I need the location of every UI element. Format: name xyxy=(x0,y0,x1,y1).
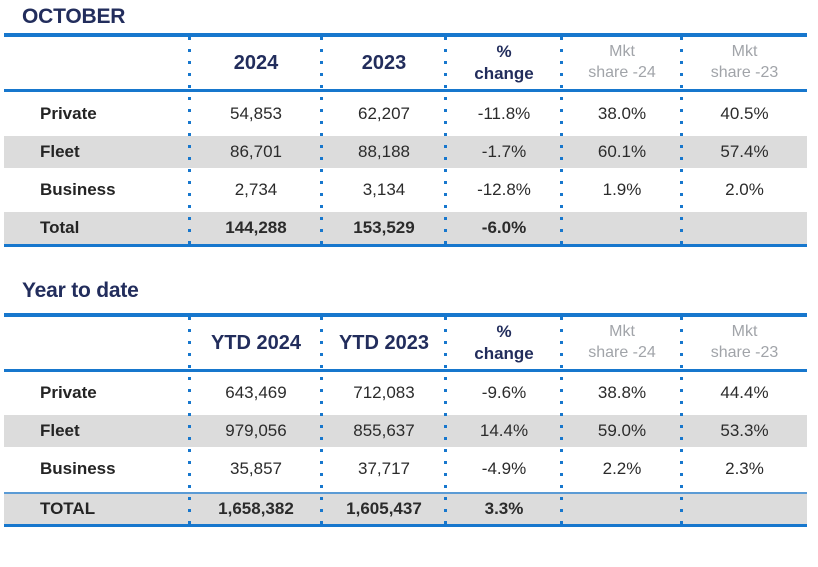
table-row-total: TOTAL 1,658,382 1,605,437 3.3% xyxy=(4,492,807,524)
year-to-date-table: YTD 2024 YTD 2023 % change Mkt share -24… xyxy=(4,313,807,527)
cell-2024: 144,288 xyxy=(225,217,287,237)
dotted-column-separator xyxy=(444,317,447,524)
cell-2023: 62,207 xyxy=(358,103,410,123)
cell-pct-change: -12.8% xyxy=(477,179,531,199)
cell-pct-change: -4.9% xyxy=(481,459,527,479)
cell-pct-change: -9.6% xyxy=(481,383,527,403)
column-header-2024: 2024 xyxy=(233,52,279,74)
cell-mkt-share-23: 57.4% xyxy=(720,141,769,161)
cell-mkt-share-24: 59.0% xyxy=(597,420,647,440)
table-row-fleet: Fleet 86,701 88,188 -1.7% 60.1% 57.4% xyxy=(4,136,807,168)
cell-ytd-2024: 979,056 xyxy=(225,420,287,440)
section-title-year-to-date: Year to date xyxy=(22,279,139,302)
cell-ytd-2024: 1,658,382 xyxy=(218,498,294,518)
column-header-pct-change: % change xyxy=(474,321,534,363)
row-label: Total xyxy=(40,217,80,237)
column-header-mkt-share-23: Mkt share -23 xyxy=(710,323,779,361)
cell-ytd-2023: 37,717 xyxy=(358,459,410,479)
cell-2023: 88,188 xyxy=(358,141,410,161)
row-label: Private xyxy=(40,103,97,123)
cell-mkt-share-23: 2.3% xyxy=(725,459,764,479)
dotted-column-separator xyxy=(560,37,563,244)
row-label: Private xyxy=(40,383,97,403)
table-row-private: Private 54,853 62,207 -11.8% 38.0% 40.5% xyxy=(4,92,807,136)
table-row-private: Private 643,469 712,083 -9.6% 38.8% 44.4… xyxy=(4,372,807,415)
cell-mkt-share-23: 53.3% xyxy=(720,420,769,440)
cell-2024: 54,853 xyxy=(230,103,282,123)
row-label: Business xyxy=(40,179,116,199)
row-label: Fleet xyxy=(40,420,80,440)
cell-ytd-2024: 35,857 xyxy=(230,459,282,479)
cell-pct-change: -1.7% xyxy=(481,141,527,161)
cell-pct-change: 14.4% xyxy=(479,420,529,440)
cell-pct-change: -6.0% xyxy=(481,217,527,237)
row-label: Fleet xyxy=(40,141,80,161)
cell-mkt-share-23: 2.0% xyxy=(725,179,764,199)
cell-2023: 3,134 xyxy=(362,179,406,199)
october-header-row: 2024 2023 % change Mkt share -24 Mkt sha… xyxy=(4,37,807,92)
table-row-business: Business 2,734 3,134 -12.8% 1.9% 2.0% xyxy=(4,168,807,212)
october-table: 2024 2023 % change Mkt share -24 Mkt sha… xyxy=(4,33,807,247)
cell-mkt-share-23: 44.4% xyxy=(720,383,769,403)
ytd-header-row: YTD 2024 YTD 2023 % change Mkt share -24… xyxy=(4,317,807,372)
column-header-2023: 2023 xyxy=(361,52,407,74)
cell-2023: 153,529 xyxy=(353,217,415,237)
cell-pct-change: -11.8% xyxy=(477,103,531,123)
cell-mkt-share-23: 40.5% xyxy=(720,103,769,123)
table-row-fleet: Fleet 979,056 855,637 14.4% 59.0% 53.3% xyxy=(4,415,807,447)
cell-pct-change: 3.3% xyxy=(484,498,524,518)
column-header-mkt-share-24: Mkt share -24 xyxy=(588,323,656,361)
row-label: TOTAL xyxy=(40,498,96,518)
cell-ytd-2023: 712,083 xyxy=(353,383,415,403)
cell-2024: 86,701 xyxy=(230,141,282,161)
column-header-ytd-2024: YTD 2024 xyxy=(210,332,302,354)
dotted-column-separator xyxy=(320,37,323,244)
dotted-column-separator xyxy=(560,317,563,524)
column-header-mkt-share-24: Mkt share -24 xyxy=(588,43,656,81)
dotted-column-separator xyxy=(188,37,191,244)
cell-mkt-share-24: 2.2% xyxy=(602,459,642,479)
column-header-pct-change: % change xyxy=(474,41,534,83)
cell-mkt-share-24: 38.0% xyxy=(597,103,647,123)
table-row-total: Total 144,288 153,529 -6.0% xyxy=(4,212,807,244)
cell-ytd-2023: 1,605,437 xyxy=(346,498,422,518)
table-row-business: Business 35,857 37,717 -4.9% 2.2% 2.3% xyxy=(4,447,807,492)
cell-2024: 2,734 xyxy=(234,179,278,199)
dotted-column-separator xyxy=(188,317,191,524)
cell-mkt-share-24: 1.9% xyxy=(602,179,642,199)
cell-mkt-share-24: 60.1% xyxy=(597,141,647,161)
cell-ytd-2024: 643,469 xyxy=(225,383,287,403)
cell-ytd-2023: 855,637 xyxy=(353,420,415,440)
cell-mkt-share-24: 38.8% xyxy=(597,383,647,403)
dotted-column-separator xyxy=(680,37,683,244)
column-header-ytd-2023: YTD 2023 xyxy=(338,332,430,354)
dotted-column-separator xyxy=(444,37,447,244)
dotted-column-separator xyxy=(680,317,683,524)
section-title-october: OCTOBER xyxy=(22,5,126,28)
row-label: Business xyxy=(40,459,116,479)
column-header-mkt-share-23: Mkt share -23 xyxy=(710,43,779,81)
dotted-column-separator xyxy=(320,317,323,524)
